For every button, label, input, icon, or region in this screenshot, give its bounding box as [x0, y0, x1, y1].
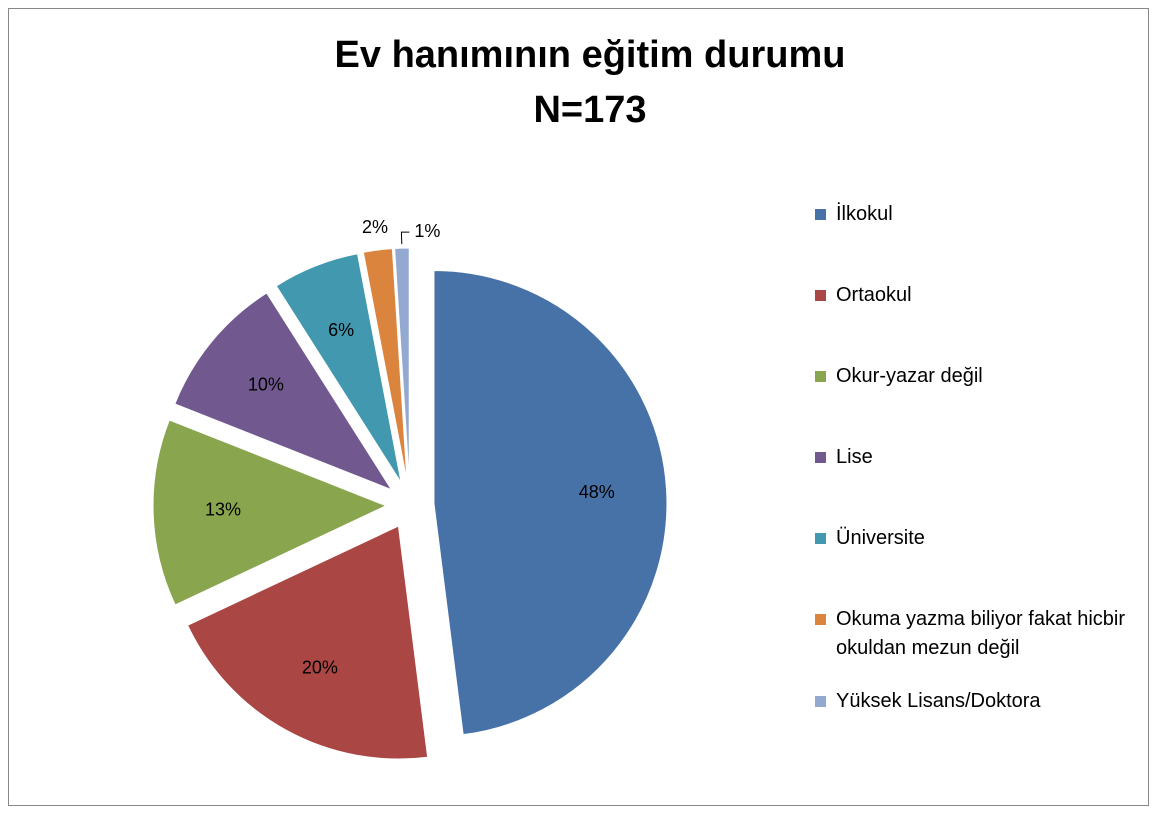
pie-slice	[275, 253, 402, 483]
legend-swatch	[815, 290, 826, 301]
data-label: 10%	[248, 374, 284, 394]
legend-item: Yüksek Lisans/Doktora	[815, 687, 1136, 716]
legend-label: İlkokul	[836, 203, 893, 225]
legend-label: Ortaokul	[836, 284, 912, 306]
data-label: 48%	[579, 482, 615, 502]
pie-slice	[433, 269, 668, 736]
data-label: 1%	[414, 221, 440, 241]
legend-swatch	[815, 209, 826, 220]
legend-label: Lise	[836, 446, 873, 468]
chart-subtitle: N=173	[533, 89, 646, 131]
legend-item: Lise	[815, 443, 1136, 472]
legend-item: Üniversite	[815, 524, 1136, 553]
data-label: 2%	[362, 217, 388, 237]
pie-slice	[174, 292, 393, 491]
legend-label: Yüksek Lisans/Doktora	[836, 690, 1041, 712]
legend-label: Okuma yazma biliyor fakat hicbir okuldan…	[836, 608, 1125, 659]
pie-slice	[152, 419, 388, 606]
legend-swatch	[815, 452, 826, 463]
pie-slice	[362, 248, 408, 482]
legend-item: Okuma yazma biliyor fakat hicbir okuldan…	[815, 605, 1136, 663]
legend-label: Üniversite	[836, 527, 925, 549]
legend-swatch	[815, 696, 826, 707]
data-label: 13%	[205, 500, 241, 520]
data-label: 20%	[302, 658, 338, 678]
legend-swatch	[815, 614, 826, 625]
pie-slice	[186, 525, 429, 760]
legend-label: Okur-yazar değil	[836, 365, 983, 387]
legend-swatch	[815, 533, 826, 544]
legend-swatch	[815, 371, 826, 382]
chart-title: Ev hanımının eğitim durumu	[335, 34, 846, 76]
leader-line	[400, 231, 410, 245]
legend-item: Okur-yazar değil	[815, 362, 1136, 391]
data-label: 6%	[328, 320, 354, 340]
pie-slice	[394, 247, 410, 482]
legend-item: İlkokul	[815, 200, 1136, 229]
legend-item: Ortaokul	[815, 281, 1136, 310]
